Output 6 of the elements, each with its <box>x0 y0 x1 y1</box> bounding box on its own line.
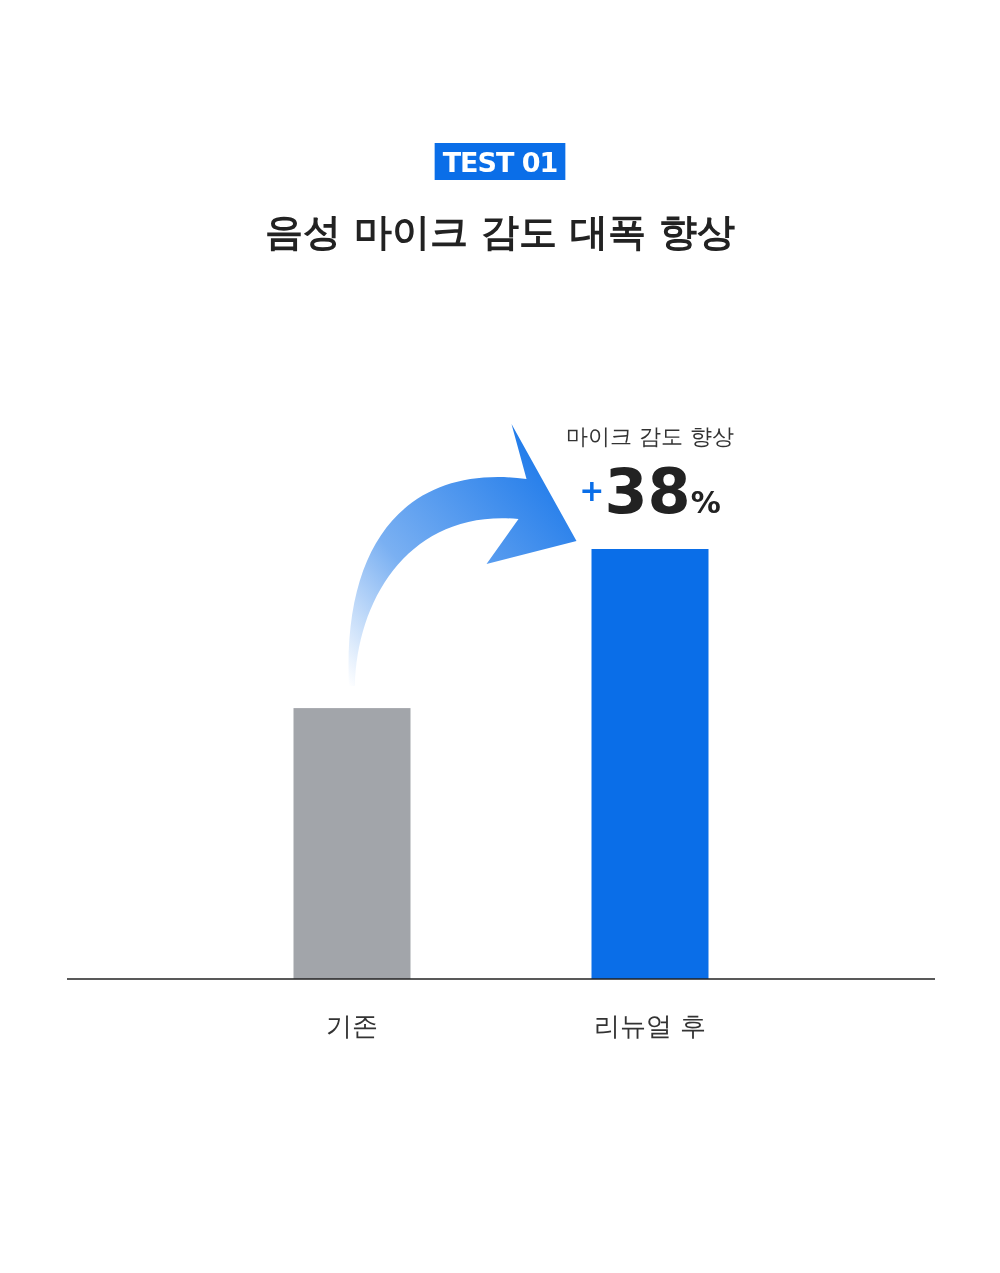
text: TEST 01 <box>442 147 558 178</box>
x-tick-label: 리뉴얼 후 <box>593 1011 707 1041</box>
chart-title: 음성 마이크 감도 대폭 향상 <box>264 210 736 254</box>
x-tick-label: 기존 <box>326 1011 378 1041</box>
text: +38% <box>579 455 721 528</box>
text: 마이크 감도 향상 <box>566 424 734 449</box>
